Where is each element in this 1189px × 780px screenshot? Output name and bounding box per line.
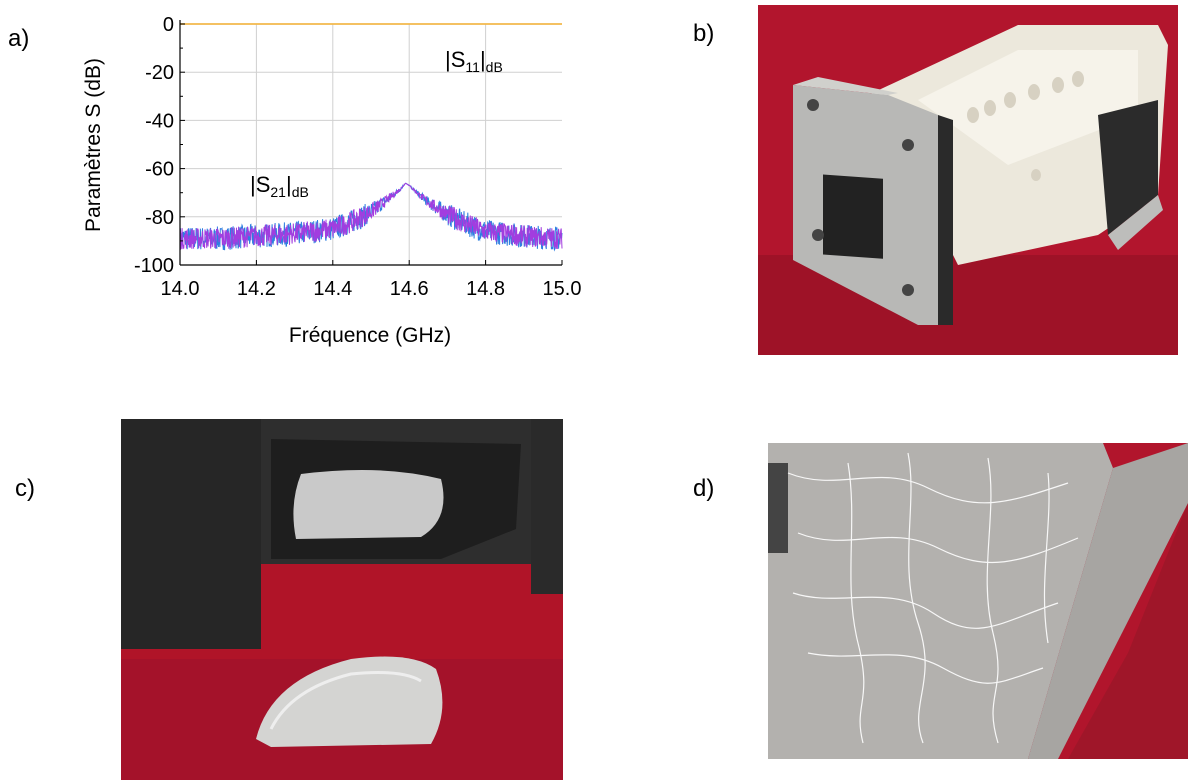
y-tick-label: -40 xyxy=(145,110,174,132)
filter-photo xyxy=(758,5,1178,355)
chart-canvas: 14.0 14.2 14.4 14.6 14.8 15.0 0 -20 -40 -60 -80 -10… xyxy=(82,14,582,347)
s11-annotation: |S11|dB xyxy=(445,47,503,75)
y-tick-label: -80 xyxy=(145,207,174,229)
y-tick-label: -60 xyxy=(145,159,174,181)
y-tick-label: 0 xyxy=(163,14,174,36)
y-tick-label: -100 xyxy=(134,255,174,277)
tick-layer: 14.0 14.2 14.4 14.6 14.8 15.0 0 -20 -40 -60 -80 -10… xyxy=(134,14,582,300)
s-parameter-chart: 14.0 14.2 14.4 14.6 14.8 15.0 0 -20 -40 -60 -80 -10… xyxy=(60,0,620,370)
panel-label-d: d) xyxy=(693,475,715,502)
crack-closeup-photo xyxy=(768,443,1188,759)
panel-label-c: c) xyxy=(15,475,35,502)
x-tick-label: 14.4 xyxy=(313,278,352,300)
axis-layer xyxy=(179,20,563,266)
s21-series-line-purple xyxy=(179,182,563,251)
x-axis-title: Fréquence (GHz) xyxy=(289,324,451,347)
x-tick-label: 14.0 xyxy=(161,278,200,300)
x-tick-label: 15.0 xyxy=(543,278,582,300)
x-tick-label: 14.6 xyxy=(390,278,429,300)
s21-annotation: |S21|dB xyxy=(250,172,309,200)
panel-label-a: a) xyxy=(8,25,30,52)
y-axis-title: Paramètres S (dB) xyxy=(82,58,105,232)
flake-photo xyxy=(121,419,563,780)
series-layer xyxy=(179,23,563,252)
y-tick-label: -20 xyxy=(145,62,174,84)
x-tick-label: 14.2 xyxy=(237,278,276,300)
x-tick-label: 14.8 xyxy=(466,278,505,300)
grid-layer xyxy=(180,24,562,265)
panel-label-b: b) xyxy=(693,20,715,47)
